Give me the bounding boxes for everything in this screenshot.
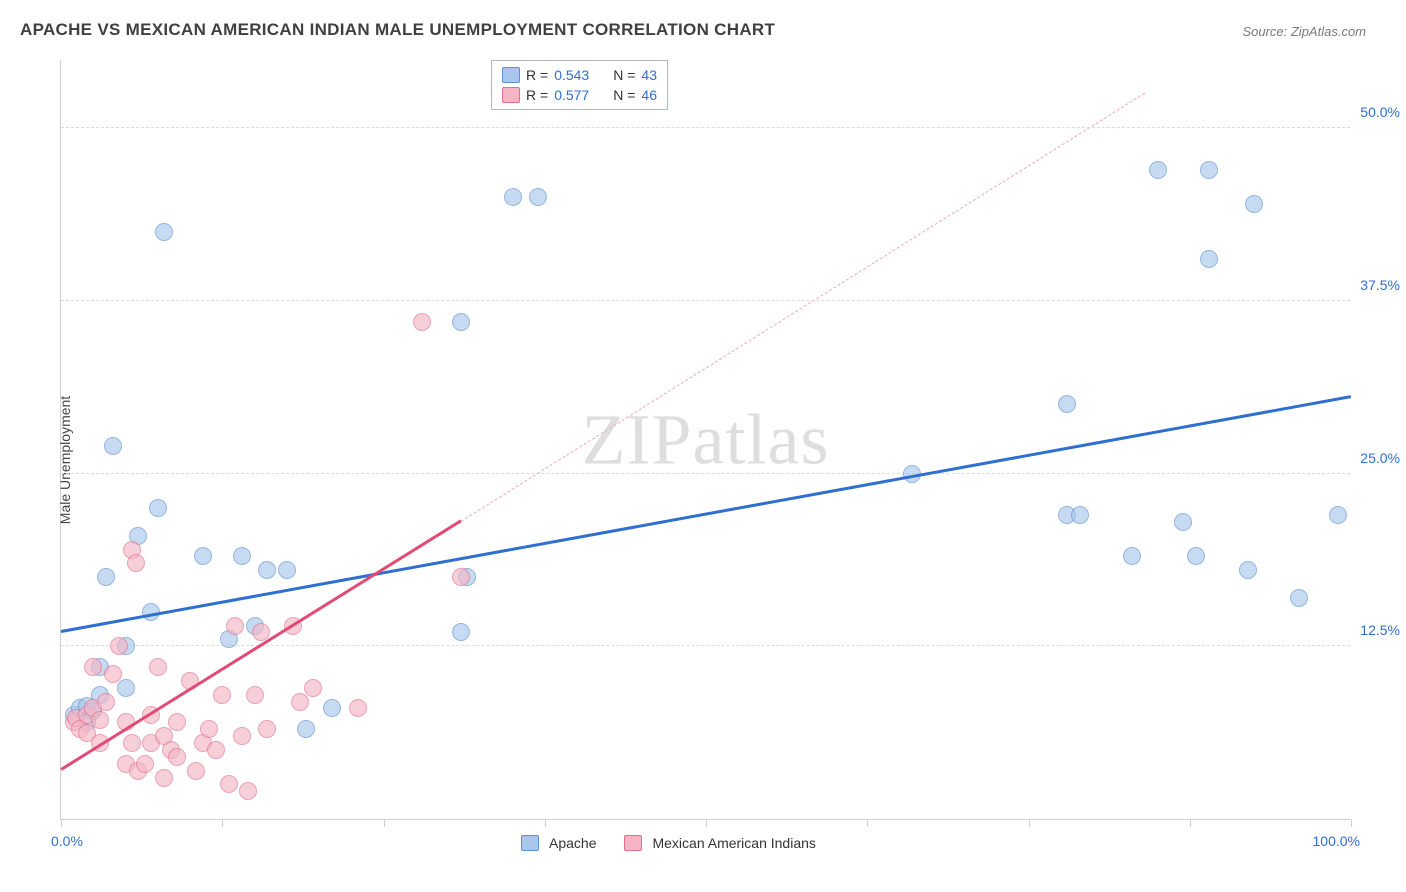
data-point xyxy=(1245,195,1263,213)
data-point xyxy=(1239,561,1257,579)
legend-series: Apache Mexican American Indians xyxy=(521,835,834,851)
x-tick xyxy=(1351,819,1352,827)
data-point xyxy=(1058,395,1076,413)
data-point xyxy=(110,637,128,655)
y-axis-label: Male Unemployment xyxy=(57,396,73,524)
source-attribution: Source: ZipAtlas.com xyxy=(1242,24,1366,39)
y-tick-label: 50.0% xyxy=(1360,104,1400,120)
data-point xyxy=(104,665,122,683)
data-point xyxy=(1174,513,1192,531)
data-point xyxy=(91,711,109,729)
data-point xyxy=(97,693,115,711)
x-axis-min-label: 0.0% xyxy=(51,833,83,849)
data-point xyxy=(529,188,547,206)
x-tick xyxy=(545,819,546,827)
x-tick xyxy=(1029,819,1030,827)
x-axis-max-label: 100.0% xyxy=(1313,833,1360,849)
data-point xyxy=(1200,250,1218,268)
data-point xyxy=(155,223,173,241)
data-point xyxy=(149,658,167,676)
plot-area: ZIPatlas Male Unemployment 0.0% 100.0% R… xyxy=(60,60,1350,820)
data-point xyxy=(155,769,173,787)
data-point xyxy=(504,188,522,206)
legend-swatch xyxy=(521,835,539,851)
data-point xyxy=(187,762,205,780)
x-tick xyxy=(384,819,385,827)
y-tick-label: 25.0% xyxy=(1360,450,1400,466)
data-point xyxy=(1329,506,1347,524)
data-point xyxy=(291,693,309,711)
gridline xyxy=(61,473,1350,474)
data-point xyxy=(233,727,251,745)
legend-swatch xyxy=(624,835,642,851)
data-point xyxy=(239,782,257,800)
watermark: ZIPatlas xyxy=(582,398,830,481)
data-point xyxy=(117,679,135,697)
legend-swatch xyxy=(502,67,520,83)
x-tick xyxy=(867,819,868,827)
x-tick xyxy=(1190,819,1191,827)
stat-r-label: R = xyxy=(526,87,548,103)
stat-n-value: 46 xyxy=(641,87,657,103)
data-point xyxy=(258,720,276,738)
data-point xyxy=(323,699,341,717)
data-point xyxy=(349,699,367,717)
x-tick xyxy=(706,819,707,827)
data-point xyxy=(194,547,212,565)
data-point xyxy=(226,617,244,635)
data-point xyxy=(149,499,167,517)
data-point xyxy=(97,568,115,586)
stat-r-value: 0.543 xyxy=(554,67,589,83)
y-tick-label: 12.5% xyxy=(1360,622,1400,638)
y-tick-label: 37.5% xyxy=(1360,277,1400,293)
data-point xyxy=(168,713,186,731)
stat-n-label: N = xyxy=(613,67,635,83)
data-point xyxy=(1071,506,1089,524)
data-point xyxy=(1200,161,1218,179)
data-point xyxy=(452,568,470,586)
data-point xyxy=(246,686,264,704)
legend-stats: R = 0.543 N = 43 R = 0.577 N = 46 xyxy=(491,60,668,110)
data-point xyxy=(297,720,315,738)
legend-series-label: Mexican American Indians xyxy=(652,835,815,851)
data-point xyxy=(258,561,276,579)
data-point xyxy=(452,623,470,641)
chart-title: APACHE VS MEXICAN AMERICAN INDIAN MALE U… xyxy=(20,20,775,40)
data-point xyxy=(233,547,251,565)
legend-series-label: Apache xyxy=(549,835,596,851)
data-point xyxy=(127,554,145,572)
data-point xyxy=(1149,161,1167,179)
trend-line xyxy=(461,93,1145,522)
data-point xyxy=(304,679,322,697)
data-point xyxy=(278,561,296,579)
legend-swatch xyxy=(502,87,520,103)
x-tick xyxy=(61,819,62,827)
data-point xyxy=(200,720,218,738)
stat-r-value: 0.577 xyxy=(554,87,589,103)
stat-n-value: 43 xyxy=(641,67,657,83)
data-point xyxy=(220,775,238,793)
legend-stat-row: R = 0.577 N = 46 xyxy=(502,85,657,105)
stat-n-label: N = xyxy=(613,87,635,103)
trend-line xyxy=(61,395,1351,632)
data-point xyxy=(168,748,186,766)
gridline xyxy=(61,127,1350,128)
data-point xyxy=(104,437,122,455)
data-point xyxy=(84,658,102,676)
data-point xyxy=(1290,589,1308,607)
chart-container: APACHE VS MEXICAN AMERICAN INDIAN MALE U… xyxy=(20,20,1386,872)
data-point xyxy=(413,313,431,331)
data-point xyxy=(123,734,141,752)
data-point xyxy=(1123,547,1141,565)
legend-stat-row: R = 0.543 N = 43 xyxy=(502,65,657,85)
gridline xyxy=(61,300,1350,301)
data-point xyxy=(213,686,231,704)
data-point xyxy=(207,741,225,759)
data-point xyxy=(1187,547,1205,565)
data-point xyxy=(452,313,470,331)
data-point xyxy=(136,755,154,773)
stat-r-label: R = xyxy=(526,67,548,83)
x-tick xyxy=(222,819,223,827)
